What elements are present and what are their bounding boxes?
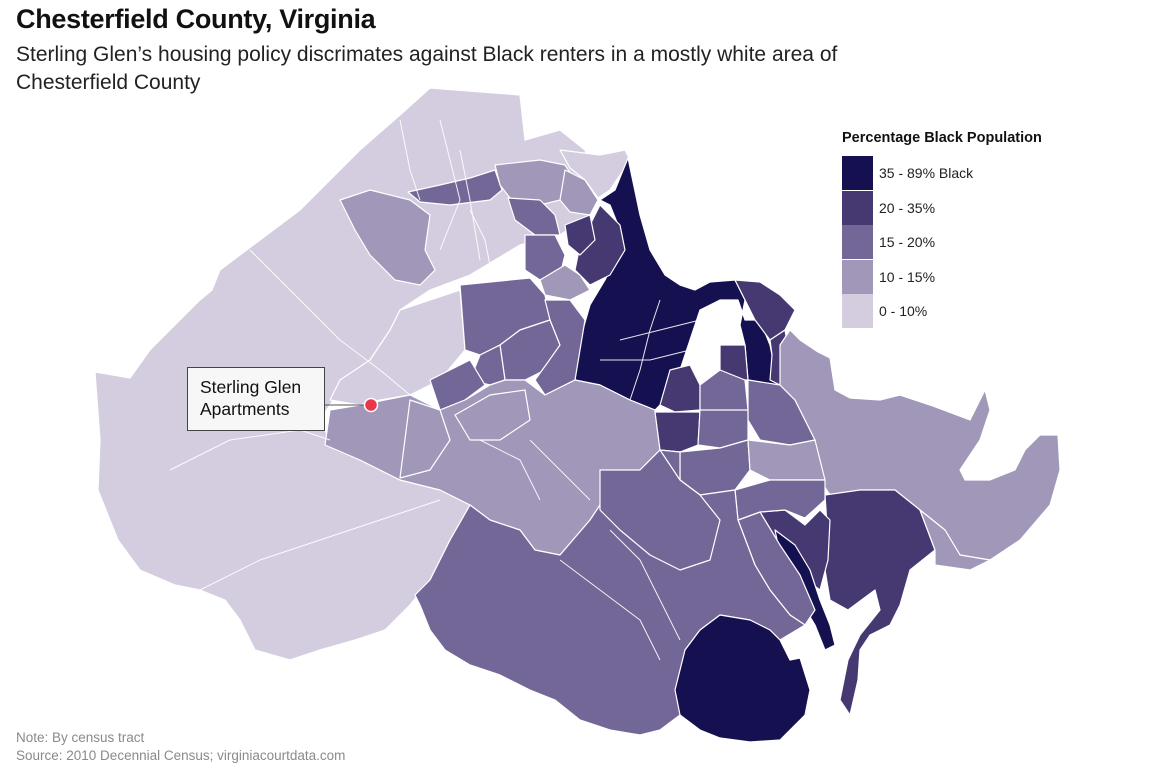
tract-e5 bbox=[654, 411, 701, 453]
footer-notes: Note: By census tract Source: 2010 Decen… bbox=[16, 729, 345, 765]
legend-swatch bbox=[842, 294, 873, 329]
legend-title: Percentage Black Population bbox=[842, 130, 1042, 146]
legend-item: 0 - 10% bbox=[842, 294, 1042, 329]
legend-label: 15 - 20% bbox=[879, 234, 936, 251]
legend-item: 15 - 20% bbox=[842, 225, 1042, 260]
legend-label: 35 - 89% Black bbox=[879, 165, 974, 182]
tract-south-dark bbox=[674, 614, 811, 743]
tract-se6 bbox=[919, 509, 991, 571]
tract-west bbox=[94, 87, 599, 661]
tract-center-b bbox=[399, 399, 451, 479]
legend-swatch bbox=[842, 190, 873, 225]
callout-line-1: Sterling Glen bbox=[200, 377, 302, 397]
tract-se5 bbox=[734, 479, 826, 521]
tract-mid-n4 bbox=[507, 197, 561, 236]
footer-note: Note: By census tract bbox=[16, 730, 145, 745]
tract-ne-light bbox=[559, 149, 631, 199]
legend-swatch bbox=[842, 156, 873, 191]
map-title: Chesterfield County, Virginia bbox=[16, 4, 376, 34]
tract-south-b bbox=[599, 449, 721, 571]
legend-item: 10 - 15% bbox=[842, 259, 1042, 295]
legend-label: 20 - 35% bbox=[879, 199, 936, 216]
sterling-glen-callout: Sterling Glen Apartments bbox=[187, 367, 325, 431]
tract-se1 bbox=[824, 489, 936, 716]
map-subtitle: Sterling Glen’s housing policy discrimat… bbox=[16, 43, 838, 94]
legend-label: 10 - 15% bbox=[879, 268, 936, 285]
tract-east-b bbox=[747, 439, 826, 481]
legend-swatch bbox=[842, 259, 873, 294]
sterling-glen-marker[interactable] bbox=[363, 397, 379, 413]
legend-item: 20 - 35% bbox=[842, 190, 1042, 226]
legend: Percentage Black Population 35 - 89% Bla… bbox=[842, 130, 1042, 329]
tract-nw bbox=[339, 189, 436, 286]
legend-item: 35 - 89% Black bbox=[842, 156, 1042, 191]
footer-source: Source: 2010 Decennial Census; virginiac… bbox=[16, 748, 346, 763]
legend-label: 0 - 10% bbox=[879, 303, 928, 320]
legend-swatch bbox=[842, 225, 873, 260]
tract-c5 bbox=[429, 359, 486, 411]
tract-dark-n3 bbox=[564, 214, 596, 256]
tract-center-c bbox=[454, 389, 531, 441]
tract-n1 bbox=[407, 169, 503, 206]
callout-line-2: Apartments bbox=[200, 399, 290, 419]
